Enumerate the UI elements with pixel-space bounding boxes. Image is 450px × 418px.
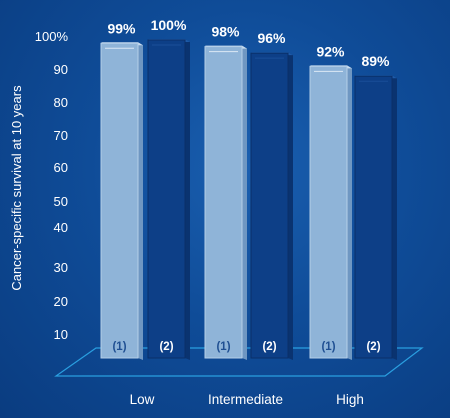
y-tick-label: 80 <box>54 95 68 110</box>
value-label-1-intermediate: 98% <box>211 24 240 40</box>
x-category-intermediate: Intermediate <box>208 392 283 407</box>
y-tick-label: 20 <box>54 294 68 309</box>
value-label-2-intermediate: 96% <box>257 30 286 46</box>
value-label-1-low: 99% <box>107 20 136 36</box>
series-label-2-low: (2) <box>159 341 173 353</box>
series-label-2-high: (2) <box>366 341 380 353</box>
y-tick-label: 100% <box>35 29 69 44</box>
series-label-1-intermediate: (1) <box>216 341 230 353</box>
y-tick-label: 90 <box>54 62 68 77</box>
y-tick-label: 60 <box>54 160 68 175</box>
x-axis: Low Intermediate High <box>130 392 364 407</box>
bar-side-1-low <box>138 42 143 360</box>
bar-side-2-low <box>185 39 190 360</box>
bar-series-2-low <box>147 39 186 359</box>
bar-side-1-intermediate <box>242 45 247 360</box>
y-tick-label: 30 <box>54 260 68 275</box>
x-category-high: High <box>336 392 364 407</box>
bar-side-2-high <box>392 75 397 360</box>
bar-series-1-intermediate <box>204 46 243 359</box>
series-label-1-high: (1) <box>321 341 335 353</box>
bar-side-1-high <box>347 65 352 360</box>
series-label-1-low: (1) <box>112 341 126 353</box>
bar-series-2-intermediate <box>250 52 289 359</box>
bars-group: 99% (1) 100% (2) 98% (1) 96% (2) 92% (1) 89% (2) <box>100 17 397 360</box>
y-axis-label: Cancer-specific survival at 10 years <box>9 85 24 291</box>
y-tick-label: 50 <box>54 194 68 209</box>
value-label-1-high: 92% <box>316 43 345 59</box>
x-category-low: Low <box>130 392 155 407</box>
series-label-2-intermediate: (2) <box>262 341 276 353</box>
y-axis: 100% 90 80 70 60 50 40 30 20 10 <box>35 29 69 342</box>
y-tick-label: 10 <box>54 327 68 342</box>
value-label-2-low: 100% <box>151 17 187 33</box>
y-tick-label: 70 <box>54 128 68 143</box>
value-label-2-high: 89% <box>361 53 390 69</box>
bar-series-1-high <box>309 65 348 359</box>
bar-series-1-low <box>100 42 139 359</box>
y-tick-label: 40 <box>54 220 68 235</box>
bar-series-2-high <box>354 75 393 359</box>
bar-side-2-intermediate <box>288 52 293 360</box>
